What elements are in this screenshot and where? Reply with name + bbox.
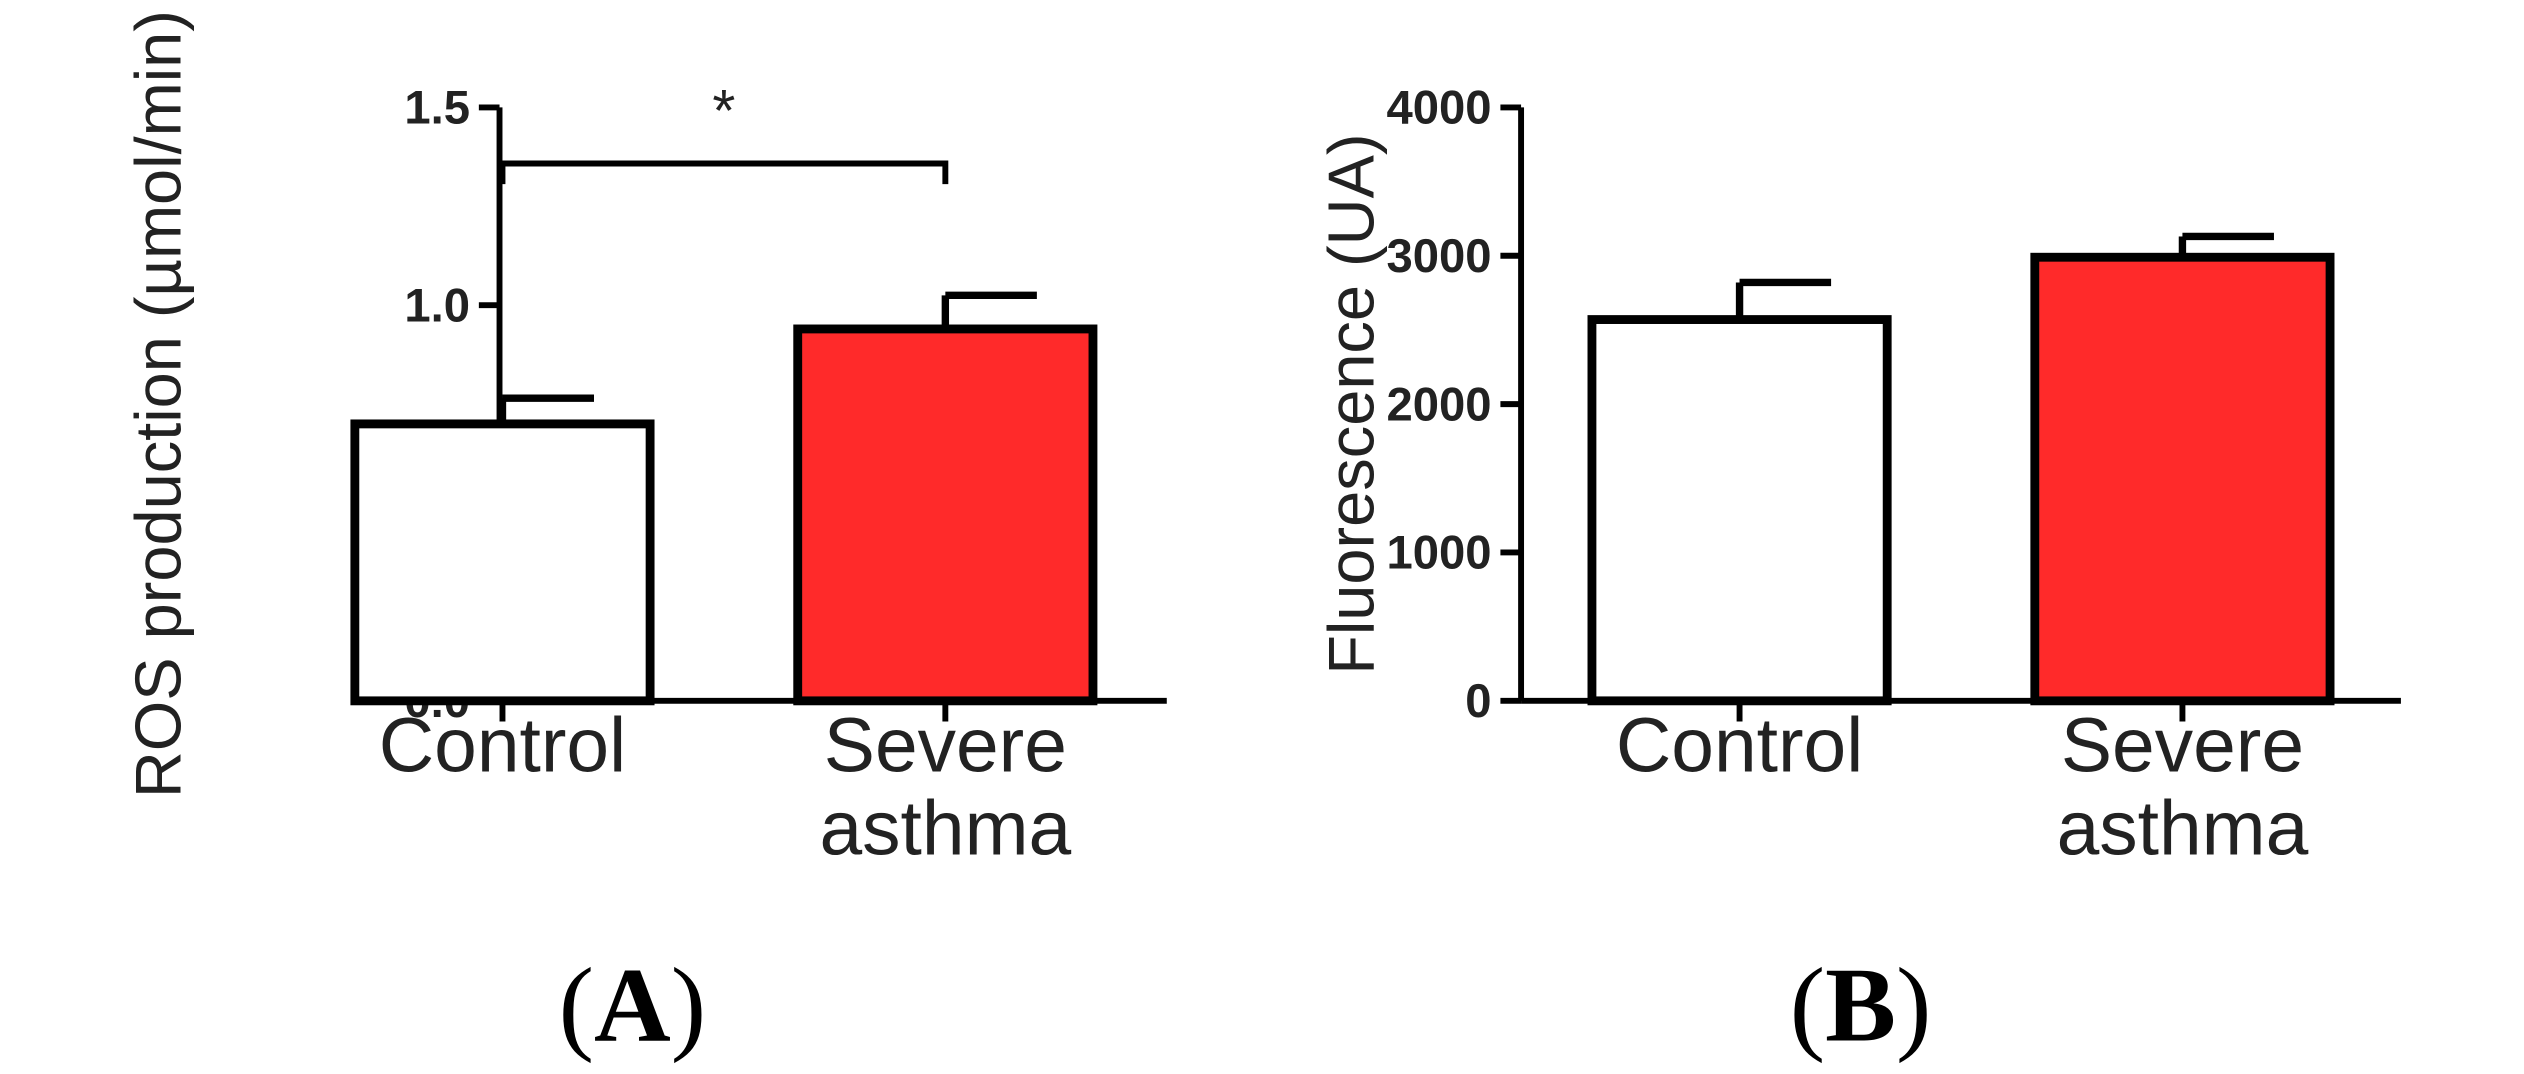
panel-label: (B) [1790, 945, 1932, 1063]
y-tick-label: 1000 [1387, 527, 1492, 580]
y-axis-title: Fluorescence (UA) [1314, 133, 1387, 674]
y-tick-label: 1.0 [404, 279, 470, 332]
bar-control [1587, 315, 1892, 706]
y-tick-label: 4000 [1387, 82, 1492, 135]
significance-marker: * [712, 78, 735, 144]
bar-severe-asthma [2030, 252, 2335, 706]
x-tick-label: Severe asthma [820, 704, 1072, 872]
panel-label: (A) [559, 945, 707, 1063]
y-tick-label: 1.5 [404, 82, 470, 135]
bar-severe-asthma [793, 324, 1098, 706]
y-axis-title: ROS production (µmol/min) [122, 10, 195, 798]
x-tick-label: Control [379, 704, 626, 789]
x-tick-label: Severe asthma [2057, 704, 2309, 872]
significance-bracket [499, 160, 949, 185]
bar-control [350, 419, 655, 706]
y-tick-label: 0 [1465, 675, 1491, 728]
y-tick-label: 2000 [1387, 378, 1492, 431]
y-tick-label: 3000 [1387, 230, 1492, 283]
x-tick-label: Control [1616, 704, 1863, 789]
